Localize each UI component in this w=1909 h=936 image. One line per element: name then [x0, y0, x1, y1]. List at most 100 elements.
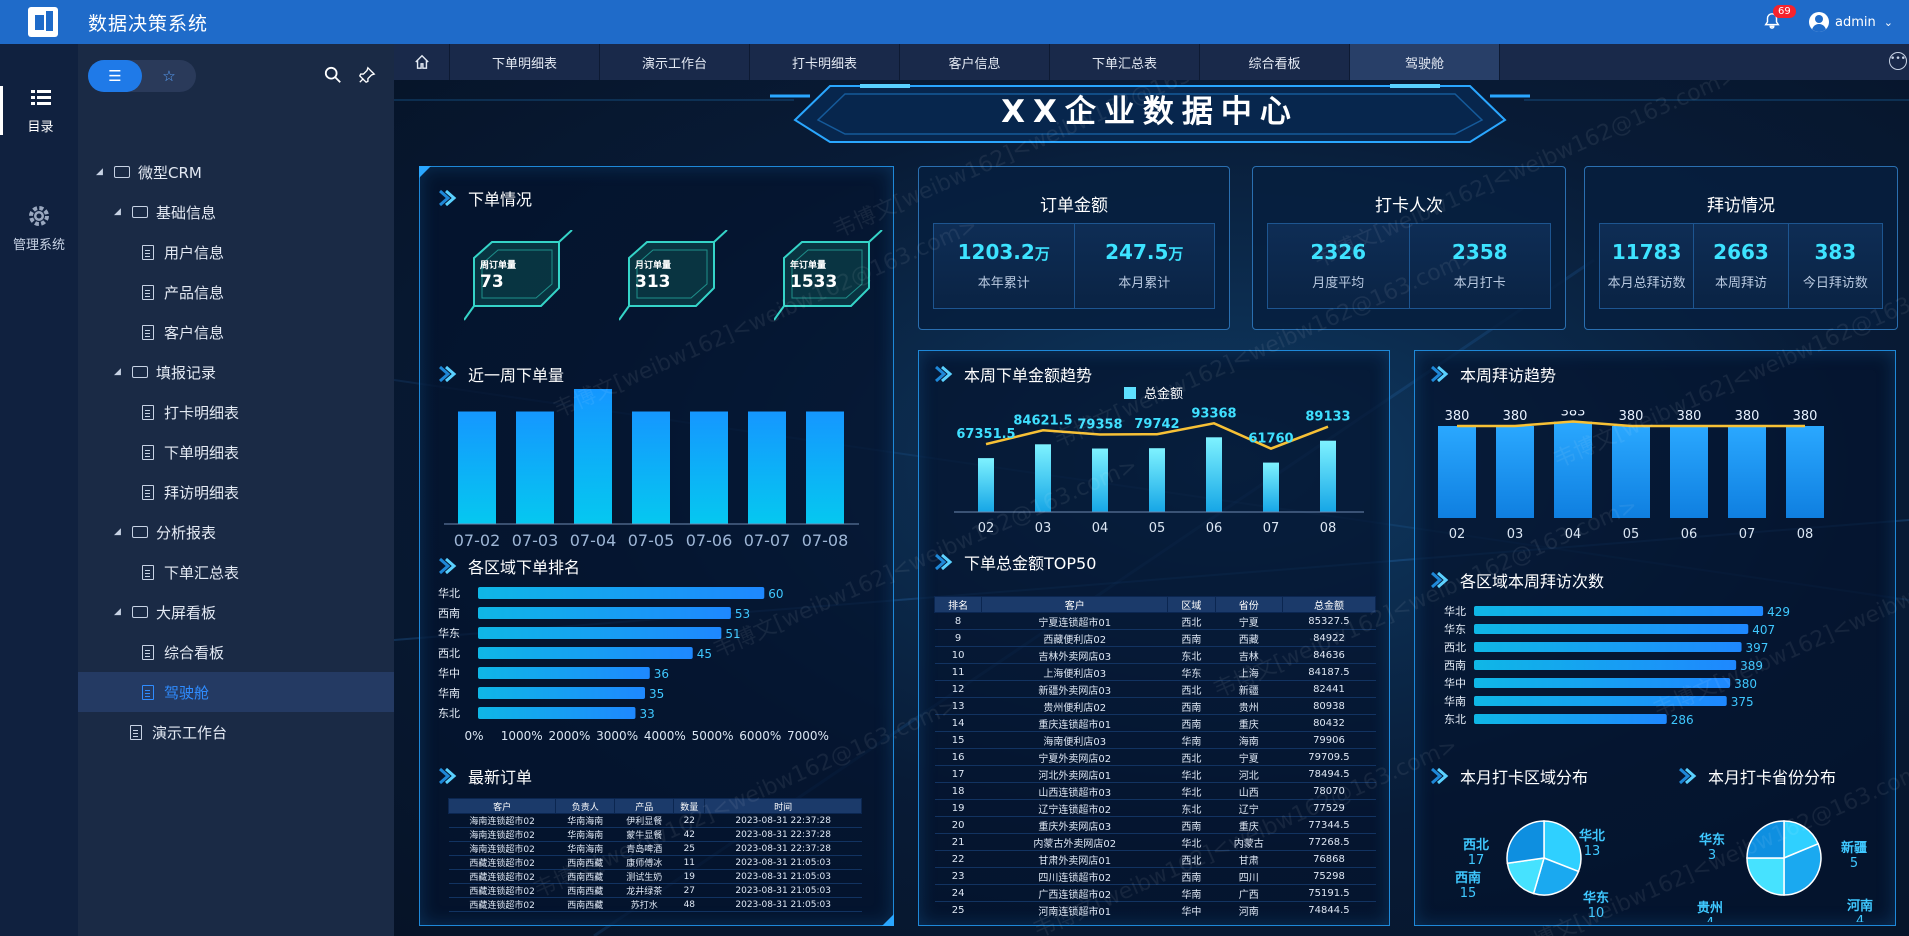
- tree-node[interactable]: 下单明细表: [78, 432, 394, 472]
- table-row[interactable]: 19 辽宁连锁超市02 东北 辽宁 77529: [934, 799, 1376, 817]
- table-cell: 西藏连锁超市02: [448, 869, 556, 884]
- table-header-cell[interactable]: 客户: [981, 596, 1169, 613]
- table-cell: 伊利显餐: [614, 813, 674, 828]
- rail-item-admin[interactable]: 管理系统: [0, 204, 78, 253]
- tree-node[interactable]: 拜访明细表: [78, 472, 394, 512]
- table-row[interactable]: 10 吉林外卖网店03 东北 吉林 84636: [934, 646, 1376, 664]
- username[interactable]: admin: [1835, 14, 1876, 30]
- table-row[interactable]: 西藏连锁超市02 西南西藏 康师傅冰 11 2023-08-31 21:05:03: [448, 855, 862, 870]
- y-tick-label: 东北: [438, 707, 460, 720]
- tab-item[interactable]: 客户信息: [900, 44, 1050, 80]
- table-header-cell[interactable]: 负责人: [555, 798, 616, 814]
- table-row[interactable]: 14 重庆连锁超市01 西南 重庆 80432: [934, 714, 1376, 732]
- app-logo[interactable]: [28, 7, 58, 37]
- kpi-label-row: 本月累计: [1075, 272, 1215, 291]
- slice-value: 4: [1706, 916, 1714, 922]
- table-row[interactable]: 21 内蒙古外卖网店02 华北 内蒙古 77268.5: [934, 833, 1376, 851]
- bar: [632, 411, 670, 524]
- tree-node[interactable]: ◢ 基础信息: [78, 192, 394, 232]
- table-header-cell[interactable]: 省份: [1214, 596, 1283, 613]
- tree-expand-icon[interactable]: ◢: [114, 367, 121, 377]
- tree-node-label: 综合看板: [164, 643, 225, 662]
- tab-item[interactable]: 下单汇总表: [1050, 44, 1200, 80]
- list-view-icon[interactable]: ☰: [108, 67, 122, 85]
- pie-slice: [1506, 857, 1546, 895]
- table-row[interactable]: 12 新疆外卖网店03 西北 新疆 82441: [934, 680, 1376, 698]
- tree-node[interactable]: 下单汇总表: [78, 552, 394, 592]
- tree-node[interactable]: 产品信息: [78, 272, 394, 312]
- table-row[interactable]: 海南连锁超市02 华南海南 伊利显餐 22 2023-08-31 22:37:28: [448, 813, 862, 828]
- tree-node[interactable]: ◢ 大屏看板: [78, 592, 394, 632]
- data-label: 389: [1740, 659, 1763, 673]
- x-tick-label: 4000%: [644, 729, 686, 743]
- tab-label: 演示工作台: [641, 56, 707, 72]
- tree-expand-icon[interactable]: ◢: [114, 207, 121, 217]
- top50-table[interactable]: 排名 客户 区域 省份 总金额 8 宁夏连锁超市01 西北 宁夏 85327.5 9 西藏便利店02 西…: [934, 596, 1376, 918]
- favorite-star-icon[interactable]: ☆: [162, 67, 176, 85]
- bar: [478, 667, 650, 679]
- table-cell: 海南连锁超市02: [448, 841, 556, 856]
- table-header-cell[interactable]: 排名: [934, 596, 983, 613]
- table-row[interactable]: 25 河南连锁超市01 华中 河南 74844.5: [934, 901, 1376, 918]
- tab-bar: 下单明细表 演示工作台 打卡明细表 客户信息 下单汇总表 综合看板 驾驶舱: [394, 44, 1909, 80]
- table-row[interactable]: 24 广西连锁超市02 华南 广西 75191.5: [934, 884, 1376, 902]
- table-row[interactable]: 23 四川连锁超市02 西南 四川 75298: [934, 867, 1376, 885]
- table-row[interactable]: 西藏连锁超市02 西南西藏 苏打水 48 2023-08-31 21:05:03: [448, 897, 862, 912]
- more-tabs-icon[interactable]: •••: [1889, 52, 1907, 70]
- table-row[interactable]: 18 山西连锁超市03 华北 山西 78070: [934, 782, 1376, 800]
- tree-node[interactable]: ◢ 微型CRM: [78, 152, 394, 192]
- table-row[interactable]: 海南连锁超市02 华南海南 青岛啤酒 25 2023-08-31 22:37:28: [448, 841, 862, 856]
- chevron-down-icon[interactable]: ⌄: [1883, 15, 1893, 29]
- tree-node[interactable]: 驾驶舱: [78, 672, 394, 712]
- table-header-cell[interactable]: 产品: [614, 798, 675, 814]
- tab-item[interactable]: 演示工作台: [600, 44, 750, 80]
- table-row[interactable]: 17 河北外卖网店01 华北 河北 78494.5: [934, 765, 1376, 783]
- tree-sidebar: ☰ ☆ ◢ 微型CRM ◢ 基础信息 用户信息 产品信息 客户信息 ◢ 填报记录 打卡明细表 下单明…: [78, 44, 394, 936]
- search-icon[interactable]: [324, 66, 342, 84]
- tree-expand-icon[interactable]: ◢: [114, 527, 121, 537]
- table-row[interactable]: 22 甘肃外卖网店01 西北 甘肃 76868: [934, 850, 1376, 868]
- rail-item-directory[interactable]: 目录: [0, 86, 78, 135]
- table-cell: 宁夏: [1215, 612, 1283, 630]
- bar: [1496, 426, 1534, 518]
- tab-item[interactable]: 综合看板: [1200, 44, 1350, 80]
- section-latest-orders: 最新订单: [438, 764, 532, 788]
- table-header-cell[interactable]: 区域: [1167, 596, 1216, 613]
- tree-node[interactable]: 用户信息: [78, 232, 394, 272]
- table-cell: 华东: [1167, 663, 1215, 681]
- tab-item[interactable]: 驾驶舱: [1350, 44, 1500, 80]
- table-row[interactable]: 13 贵州便利店02 西南 贵州 80938: [934, 697, 1376, 715]
- tree-node[interactable]: 客户信息: [78, 312, 394, 352]
- table-row[interactable]: 20 重庆外卖网店03 西南 重庆 77344.5: [934, 816, 1376, 834]
- tree-node[interactable]: 打卡明细表: [78, 392, 394, 432]
- table-header-cell[interactable]: 总金额: [1281, 596, 1376, 613]
- latest-orders-table[interactable]: 客户 负责人 产品 数量 时间 海南连锁超市02 华南海南 伊利显餐 22 2023-08-31 …: [448, 798, 862, 914]
- table-cell: 上海: [1215, 663, 1283, 681]
- tree-node[interactable]: 综合看板: [78, 632, 394, 672]
- tree-expand-icon[interactable]: ◢: [96, 167, 103, 177]
- user-avatar-icon[interactable]: [1809, 12, 1830, 32]
- table-row[interactable]: 16 宁夏外卖网店02 西北 宁夏 79709.5: [934, 748, 1376, 766]
- table-row[interactable]: 15 海南便利店03 华南 海南 79906: [934, 731, 1376, 749]
- notification-bell-icon[interactable]: 69: [1763, 5, 1796, 32]
- tab-item[interactable]: 下单明细表: [450, 44, 600, 80]
- table-row[interactable]: 8 宁夏连锁超市01 西北 宁夏 85327.5: [934, 612, 1376, 630]
- tree-expand-icon[interactable]: ◢: [114, 607, 121, 617]
- table-header-cell[interactable]: 客户: [448, 798, 557, 814]
- table-header-cell[interactable]: 时间: [704, 798, 862, 814]
- tab-home[interactable]: [394, 44, 450, 80]
- tab-item[interactable]: 打卡明细表: [750, 44, 900, 80]
- section-chevron-icon: [439, 767, 457, 785]
- table-row[interactable]: 西藏连锁超市02 西南西藏 龙井绿茶 27 2023-08-31 21:05:03: [448, 883, 862, 898]
- table-cell: 2023-08-31 22:37:28: [704, 841, 862, 856]
- tree-node[interactable]: 演示工作台: [78, 712, 394, 752]
- tree-node[interactable]: ◢ 填报记录: [78, 352, 394, 392]
- table-row[interactable]: 海南连锁超市02 华南海南 蒙牛显餐 42 2023-08-31 22:37:28: [448, 827, 862, 842]
- tree-node[interactable]: ◢ 分析报表: [78, 512, 394, 552]
- table-row[interactable]: 11 上海便利店03 华东 上海 84187.5: [934, 663, 1376, 681]
- table-header-cell[interactable]: 数量: [673, 798, 706, 814]
- table-row[interactable]: 9 西藏便利店02 西南 西藏 84922: [934, 629, 1376, 647]
- pin-icon[interactable]: [358, 66, 376, 84]
